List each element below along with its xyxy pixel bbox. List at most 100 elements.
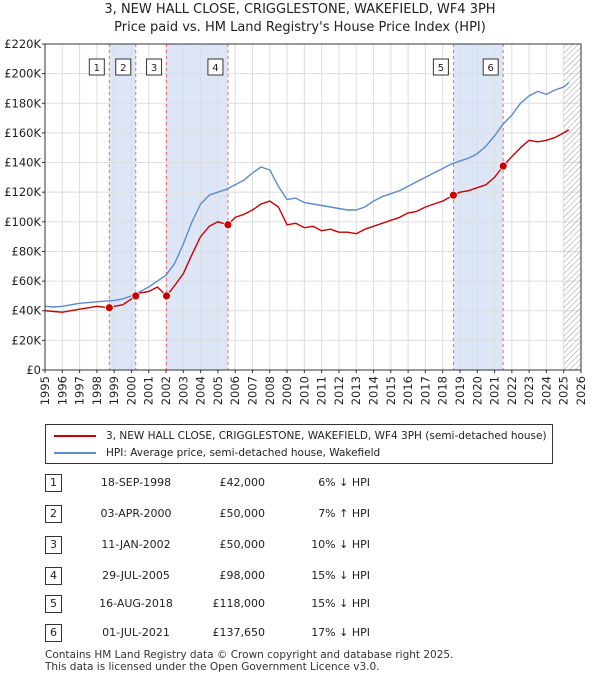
y-tick-label: £60K bbox=[12, 274, 42, 288]
x-tick-label: 2007 bbox=[245, 376, 259, 405]
x-tick-label: 2015 bbox=[384, 376, 398, 405]
sale-label-box bbox=[207, 58, 224, 76]
x-tick-label: 2021 bbox=[488, 376, 502, 405]
sale-date: 01-JUL-2021 bbox=[102, 626, 170, 639]
sale-price: £137,650 bbox=[212, 626, 266, 639]
sale-point bbox=[448, 190, 458, 200]
x-tick-label: 2019 bbox=[453, 376, 467, 405]
x-tick-label: 2005 bbox=[211, 376, 225, 405]
sale-price: £118,000 bbox=[212, 597, 266, 610]
y-tick-label: £180K bbox=[4, 96, 41, 110]
sale-hpi-diff: 7% ↑ HPI bbox=[318, 507, 370, 520]
sale-price: £50,000 bbox=[219, 538, 266, 551]
chart-legend: 3, NEW HALL CLOSE, CRIGGLESTONE, WAKEFIE… bbox=[45, 424, 553, 464]
sale-number: 1 bbox=[45, 474, 62, 492]
x-tick-label: 2009 bbox=[280, 376, 294, 405]
sale-number: 2 bbox=[45, 505, 62, 523]
sale-label-number: 4 bbox=[212, 63, 218, 74]
x-tick-label: 2026 bbox=[574, 376, 588, 405]
sale-label-box bbox=[115, 58, 132, 76]
x-tick-label: 2008 bbox=[263, 376, 277, 405]
sale-label-number: 5 bbox=[438, 63, 444, 74]
sale-point bbox=[131, 291, 141, 301]
sale-number: 3 bbox=[45, 536, 62, 554]
sale-date: 11-JAN-2002 bbox=[101, 538, 171, 551]
y-tick-label: £160K bbox=[4, 126, 41, 140]
sale-point bbox=[223, 220, 233, 230]
legend-item-hpi: HPI: Average price, semi-detached house,… bbox=[54, 445, 380, 461]
legend-swatch-hpi bbox=[54, 452, 96, 454]
y-tick-label: £220K bbox=[4, 37, 41, 51]
chart-title: 3, NEW HALL CLOSE, CRIGGLESTONE, WAKEFIE… bbox=[104, 2, 496, 17]
sale-label-number: 1 bbox=[94, 63, 100, 74]
x-tick-label: 2000 bbox=[124, 376, 138, 405]
sale-hpi-diff: 10% ↓ HPI bbox=[311, 538, 370, 551]
x-tick-label: 2014 bbox=[367, 376, 381, 405]
x-tick-label: 1996 bbox=[55, 376, 69, 405]
sale-price: £98,000 bbox=[219, 569, 266, 582]
x-tick-label: 2002 bbox=[159, 376, 173, 405]
sale-price: £42,000 bbox=[219, 476, 266, 489]
x-tick-label: 2016 bbox=[401, 376, 415, 405]
sale-label-box bbox=[482, 58, 499, 76]
x-tick-label: 2001 bbox=[142, 376, 156, 405]
shaded-span bbox=[453, 44, 504, 370]
x-tick-label: 2022 bbox=[505, 376, 519, 405]
sale-point bbox=[104, 303, 114, 313]
shaded-span bbox=[166, 44, 228, 370]
sale-hpi-diff: 15% ↓ HPI bbox=[311, 569, 370, 582]
x-tick-label: 2025 bbox=[557, 376, 571, 405]
x-tick-label: 2024 bbox=[539, 376, 553, 405]
chart-subtitle: Price paid vs. HM Land Registry's House … bbox=[114, 20, 486, 35]
forecast-hatch bbox=[563, 44, 581, 370]
x-tick-label: 1995 bbox=[38, 376, 52, 405]
x-tick-label: 2013 bbox=[349, 376, 363, 405]
y-tick-label: £100K bbox=[4, 215, 41, 229]
footer-copyright: Contains HM Land Registry data © Crown c… bbox=[45, 649, 454, 661]
x-tick-label: 2012 bbox=[332, 376, 346, 405]
y-tick-label: £120K bbox=[4, 185, 41, 199]
x-tick-label: 2017 bbox=[418, 376, 432, 405]
plot-frame bbox=[44, 43, 582, 371]
sale-number: 4 bbox=[45, 567, 62, 585]
sale-date: 29-JUL-2005 bbox=[102, 569, 170, 582]
sale-date: 16-AUG-2018 bbox=[99, 597, 173, 610]
sale-number: 6 bbox=[45, 624, 62, 642]
sale-point bbox=[162, 291, 171, 301]
x-tick-label: 2010 bbox=[297, 376, 311, 405]
sale-point bbox=[498, 161, 508, 171]
price-chart: 1 2 3 4 5 6 £0 £20K £40K £60K £80K £100K £120K £140K… bbox=[4, 37, 588, 405]
y-tick-label: £40K bbox=[12, 304, 42, 318]
legend-label-price-paid: 3, NEW HALL CLOSE, CRIGGLESTONE, WAKEFIE… bbox=[106, 430, 547, 442]
legend-swatch-price-paid bbox=[54, 435, 96, 437]
sale-label-number: 6 bbox=[488, 63, 494, 74]
x-tick-label: 1997 bbox=[73, 376, 87, 405]
sale-hpi-diff: 17% ↓ HPI bbox=[311, 626, 370, 639]
x-tick-label: 2020 bbox=[470, 376, 484, 405]
sale-date: 18-SEP-1998 bbox=[100, 476, 172, 489]
x-tick-label: 2011 bbox=[315, 376, 329, 405]
sale-label-box bbox=[432, 58, 449, 76]
x-tick-label: 1998 bbox=[90, 376, 104, 405]
sale-date: 03-APR-2000 bbox=[100, 507, 172, 520]
y-tick-label: £0 bbox=[26, 363, 41, 377]
y-tick-label: £200K bbox=[4, 67, 41, 81]
sale-number: 5 bbox=[45, 595, 62, 613]
y-tick-label: £20K bbox=[12, 333, 42, 347]
sale-label-number: 2 bbox=[120, 63, 126, 74]
sale-label-number: 3 bbox=[151, 63, 157, 74]
sale-label-box bbox=[88, 58, 105, 76]
x-tick-label: 2003 bbox=[176, 376, 190, 405]
x-tick-label: 2023 bbox=[522, 376, 536, 405]
y-tick-label: £140K bbox=[4, 156, 41, 170]
y-tick-label: £80K bbox=[12, 244, 42, 258]
sale-hpi-diff: 15% ↓ HPI bbox=[311, 597, 370, 610]
legend-item-price-paid: 3, NEW HALL CLOSE, CRIGGLESTONE, WAKEFIE… bbox=[54, 428, 547, 444]
x-tick-label: 1999 bbox=[107, 376, 121, 405]
sale-label-box bbox=[146, 58, 163, 76]
footer-licence: This data is licensed under the Open Gov… bbox=[45, 661, 380, 673]
sale-hpi-diff: 6% ↓ HPI bbox=[318, 476, 370, 489]
sale-price: £50,000 bbox=[219, 507, 266, 520]
x-tick-label: 2004 bbox=[194, 376, 208, 405]
legend-label-hpi: HPI: Average price, semi-detached house,… bbox=[106, 447, 381, 459]
